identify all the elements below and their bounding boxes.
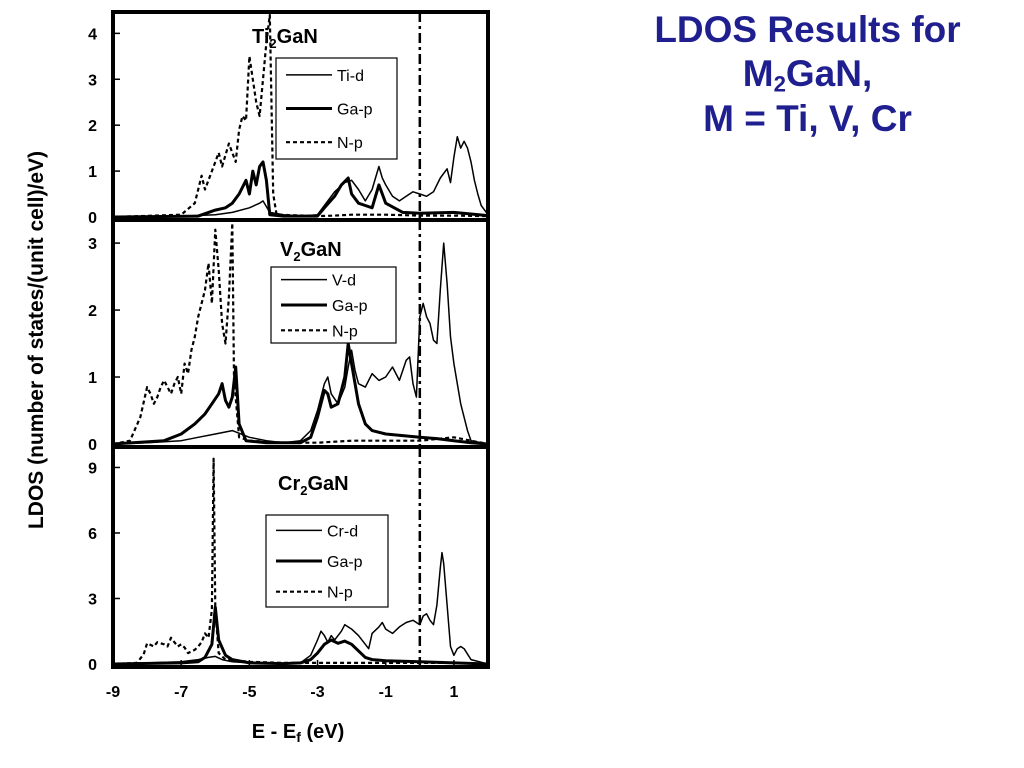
series-line-n-p: [113, 457, 488, 666]
title-line-2-prefix: M: [742, 53, 774, 95]
legend-label: Ga-p: [332, 298, 368, 315]
panel-title-subscript: 2: [300, 483, 307, 498]
y-tick-label: 3: [88, 72, 97, 89]
y-tick-label: 6: [88, 526, 97, 543]
x-axis-label-unit: (eV): [301, 721, 344, 743]
y-tick-label: 2: [88, 118, 97, 135]
y-tick-label: 0: [88, 210, 97, 227]
legend-label: Ga-p: [337, 102, 373, 119]
y-tick-label: 0: [88, 657, 97, 674]
title-line-2-suffix: GaN,: [785, 53, 873, 95]
panel-title: V2GaN: [280, 239, 342, 264]
x-tick-label: 1: [449, 684, 458, 701]
title-line-1: LDOS Results for: [654, 9, 961, 50]
series-group: [113, 221, 488, 446]
y-tick-label: 0: [88, 437, 97, 454]
panel-title-rest: GaN: [301, 239, 342, 261]
ldos-figure: LDOS (number of states/(unit cell)/eV) 0…: [25, 10, 490, 745]
x-tick-label: -1: [379, 684, 393, 701]
y-tick-label: 1: [88, 370, 97, 387]
x-axis-label-main: E - E: [252, 721, 296, 743]
series-line-ga-p: [113, 605, 488, 666]
legend-label: Ga-p: [327, 554, 363, 571]
panel-3: 0 3 6 9 Cr2GaN Cr-d Ga-p N-p: [88, 445, 490, 674]
legend-label: Ti-d: [337, 68, 364, 85]
legend: V-d Ga-p N-p: [270, 266, 397, 344]
y-tick-label: 3: [88, 236, 97, 253]
series-line-n-p: [113, 221, 488, 446]
y-tick-label: 2: [88, 303, 97, 320]
y-tick-label: 9: [88, 460, 97, 477]
series-group: [113, 13, 488, 219]
x-axis-label: E - Ef (eV): [252, 721, 344, 745]
x-tick-label: -7: [174, 684, 188, 701]
title-line-2: M2GaN,: [595, 52, 1020, 96]
title-line-2-subscript: 2: [773, 71, 786, 97]
series-line-n-p: [113, 13, 488, 219]
panel-title-element: V: [280, 239, 294, 261]
title-line-3: M = Ti, V, Cr: [703, 97, 912, 139]
panel-title-element: Ti: [252, 26, 269, 48]
x-tick-label: -3: [310, 684, 324, 701]
series-line-ga-p: [113, 160, 488, 219]
panel-title: Ti2GaN: [252, 26, 318, 51]
y-tick-label: 3: [88, 591, 97, 608]
panel-title-rest: GaN: [277, 26, 318, 48]
legend: Cr-d Ga-p N-p: [265, 514, 389, 608]
x-axis-layer: -9 -7 -5 -3 -1 1: [106, 660, 458, 701]
x-axis-label-sub: f: [296, 729, 301, 745]
legend-label: N-p: [332, 323, 358, 340]
series-line-ti-d: [113, 135, 488, 218]
panel-title: Cr2GaN: [278, 473, 349, 498]
x-tick-label: -5: [242, 684, 256, 701]
slide-title: LDOS Results for M2GaN, M = Ti, V, Cr: [595, 8, 1020, 141]
x-tick-label: -9: [106, 684, 120, 701]
legend: Ti-d Ga-p N-p: [275, 57, 398, 160]
series-line-ga-p: [113, 342, 488, 446]
legend-label: V-d: [332, 273, 356, 290]
y-tick-label: 4: [88, 26, 97, 43]
y-tick-label: 1: [88, 164, 97, 181]
panel-title-subscript: 2: [269, 36, 276, 51]
panel-frame: [111, 445, 490, 669]
panel-title-subscript: 2: [293, 249, 300, 264]
legend-label: N-p: [337, 135, 363, 152]
legend-label: Cr-d: [327, 523, 358, 540]
panel-title-rest: GaN: [307, 473, 348, 495]
legend-label: N-p: [327, 585, 353, 602]
panel-title-element: Cr: [278, 473, 300, 495]
y-axis-label: LDOS (number of states/(unit cell)/eV): [25, 151, 48, 529]
